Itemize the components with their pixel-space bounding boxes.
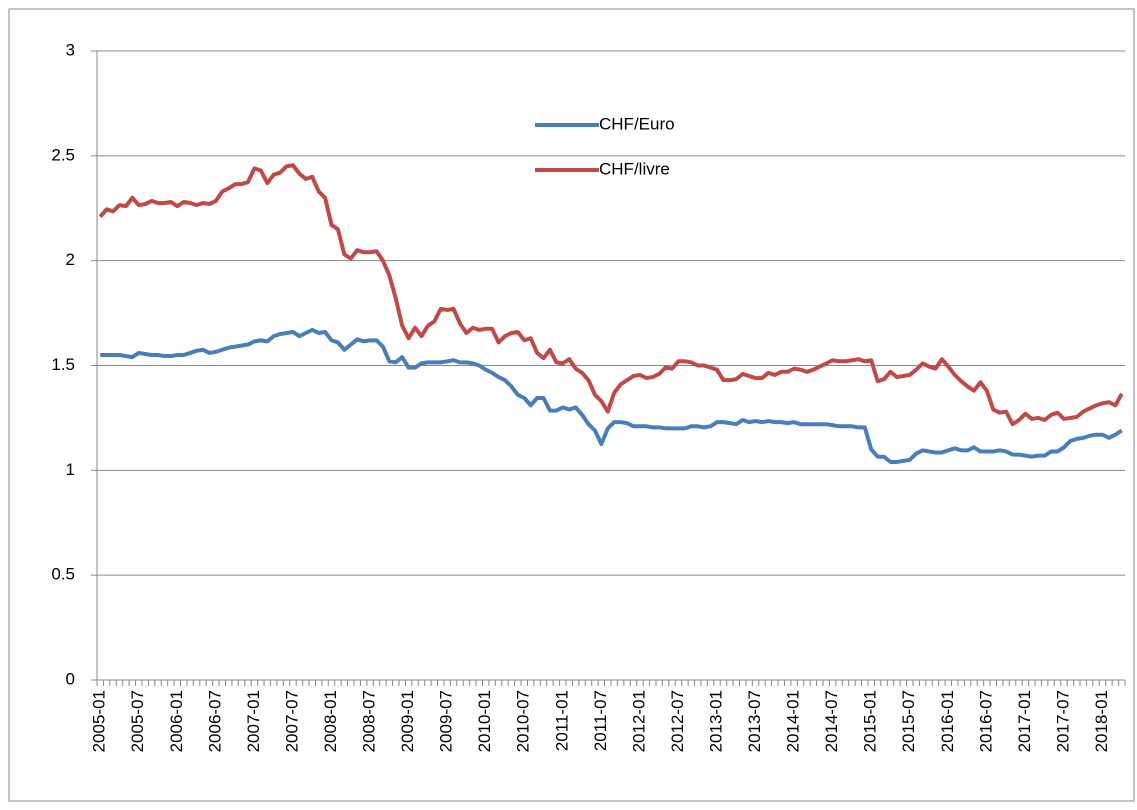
x-tick-label: 2009-01 [398,690,417,752]
y-tick-label: 0.5 [51,565,75,584]
x-tick-label: 2016-07 [976,690,995,752]
x-tick-label: 2011-01 [552,690,571,751]
y-tick-label: 1.5 [51,355,75,374]
x-tick-label: 2012-01 [629,690,648,752]
x-tick-label: 2011-07 [591,690,610,751]
x-tick-label: 2010-01 [475,690,494,752]
x-tick-label: 2016-01 [938,690,957,752]
x-tick-label: 2012-07 [668,690,687,752]
x-tick-label: 2008-07 [360,690,379,752]
x-tick-label: 2013-07 [745,690,764,752]
x-tick-label: 2005-07 [128,690,147,752]
y-tick-label: 1 [66,460,75,479]
data-line [98,163,1124,427]
x-tick-label: 2015-01 [861,690,880,752]
x-tick-label: 2010-07 [514,690,533,752]
x-tick-label: 2015-07 [899,690,918,752]
x-tick-label: 2013-01 [706,690,725,752]
y-tick-label: 3 [66,40,75,59]
x-tick-label: 2007-01 [244,690,263,752]
x-tick-label: 2018-01 [1092,690,1111,752]
x-tick-label: 2014-07 [822,690,841,752]
x-tick-label: 2009-07 [437,690,456,752]
y-tick-label: 2.5 [51,145,75,164]
x-tick-label: 2006-01 [167,690,186,752]
x-tick-label: 2007-07 [282,690,301,752]
data-line [100,327,1123,464]
x-tick-label: 2014-01 [784,690,803,752]
legend-label: CHF/livre [599,159,670,178]
x-tick-label: 2008-01 [321,690,340,752]
y-tick-label: 0 [66,669,75,688]
x-tick-label: 2005-01 [90,690,109,752]
legend-label: CHF/Euro [599,114,675,133]
chart-border [8,8,1135,802]
x-tick-label: 2006-07 [205,690,224,752]
x-tick-label: 2017-01 [1015,690,1034,752]
y-tick-label: 2 [66,250,75,269]
x-tick-label: 2017-07 [1053,690,1072,752]
